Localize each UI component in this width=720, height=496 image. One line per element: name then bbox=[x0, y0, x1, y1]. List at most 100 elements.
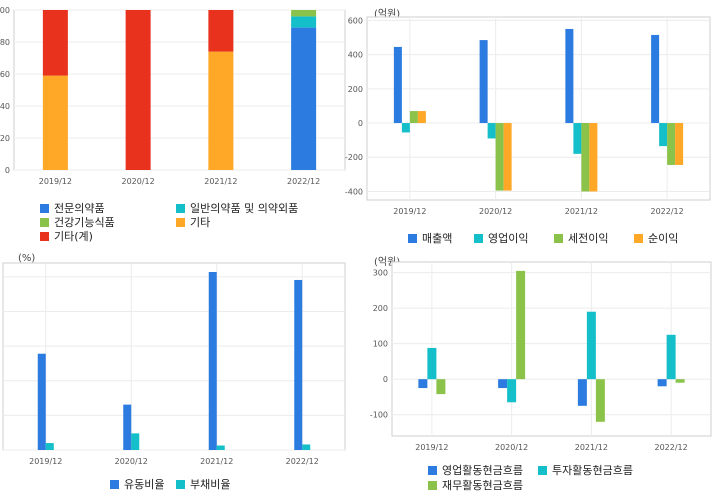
bar bbox=[401, 123, 410, 133]
x-tick-label: 2020/12 bbox=[495, 443, 528, 452]
bar bbox=[42, 75, 68, 170]
chart-cashflow-plot: -100 0 100 200 300 2019/12 2020/12 2021/12 2022/… bbox=[370, 261, 712, 452]
bar bbox=[651, 34, 660, 124]
bar bbox=[294, 279, 303, 450]
x-tick-label: 2019/12 bbox=[29, 457, 62, 466]
x-tick-label: 2022/12 bbox=[655, 443, 688, 452]
bar bbox=[581, 123, 590, 192]
y-tick-label: 60 bbox=[0, 70, 10, 79]
bar bbox=[498, 379, 508, 389]
legend-label: 건강기능식품 bbox=[54, 216, 115, 229]
y-tick-label: 40 bbox=[0, 102, 10, 111]
legend-item-health-food: 건강기능식품 bbox=[40, 214, 115, 230]
legend-swatch bbox=[474, 233, 483, 243]
legend-swatch bbox=[110, 479, 119, 489]
chart-income-legend: 매출액 영업이익 세전이익 순이익 bbox=[408, 230, 720, 246]
x-tick-label: 2022/12 bbox=[286, 457, 319, 466]
bar bbox=[208, 10, 234, 52]
legend-item-current-ratio: 유동비율 bbox=[110, 476, 164, 492]
bar bbox=[659, 123, 668, 147]
legend-swatch bbox=[538, 465, 547, 475]
bar bbox=[37, 353, 46, 450]
chart-cashflow-legend: 영업활동현금흐름 투자활동현금흐름 재무활동현금흐름 bbox=[428, 462, 720, 494]
bar bbox=[436, 379, 446, 395]
bar bbox=[577, 379, 587, 406]
legend-swatch bbox=[40, 203, 49, 213]
x-tick-label: 2019/12 bbox=[415, 443, 448, 452]
y-tick-label: 20 bbox=[0, 134, 10, 143]
bar bbox=[409, 111, 418, 124]
legend-label: 영업이익 bbox=[488, 232, 529, 245]
legend-label: 투자활동현금흐름 bbox=[552, 464, 633, 477]
chart-income: (억원) -400 -200 0 200 400 600 2019/12 2020/12 202… bbox=[345, 0, 720, 248]
legend-swatch bbox=[40, 217, 49, 227]
legend-label: 일반의약품 및 의약외품 bbox=[190, 202, 299, 215]
bar bbox=[291, 10, 317, 17]
bar bbox=[291, 27, 317, 170]
x-tick-label: 2020/12 bbox=[115, 457, 148, 466]
legend-item-investing-cashflow: 투자활동현금흐름 bbox=[538, 462, 633, 478]
bar bbox=[589, 123, 598, 192]
bar bbox=[302, 444, 311, 450]
plot-area bbox=[391, 261, 712, 437]
legend-item-revenue: 매출액 bbox=[408, 230, 452, 246]
bar bbox=[495, 123, 504, 191]
x-tick-label: 2021/12 bbox=[565, 207, 598, 216]
legend-item-prescription-drugs: 전문의약품 bbox=[40, 200, 105, 216]
y-tick-label: 0 bbox=[383, 375, 388, 384]
plot-area bbox=[2, 262, 346, 451]
chart-product-mix-plot: 0 20 40 60 80 100 2019/12 2020/12 2021/12 2022/12 bbox=[0, 6, 346, 186]
legend-swatch bbox=[176, 217, 185, 227]
y-tick-label: 600 bbox=[348, 16, 363, 25]
bar bbox=[675, 379, 685, 383]
legend-item-net-income: 순이익 bbox=[634, 230, 678, 246]
x-tick-label: 2019/12 bbox=[39, 177, 72, 186]
legend-item-operating-income: 영업이익 bbox=[474, 230, 528, 246]
y-tick-label: 400 bbox=[348, 51, 363, 60]
legend-label: 전문의약품 bbox=[54, 202, 105, 215]
y-tick-label: 0 bbox=[5, 166, 10, 175]
bar bbox=[595, 379, 605, 422]
legend-label: 순이익 bbox=[648, 232, 679, 245]
chart-income-unit: (억원) bbox=[374, 9, 401, 20]
x-tick-label: 2021/12 bbox=[575, 443, 608, 452]
bar bbox=[417, 111, 426, 124]
legend-label: 재무활동현금흐름 bbox=[442, 479, 523, 492]
legend-label: 부채비율 bbox=[190, 478, 231, 491]
bar bbox=[427, 347, 437, 380]
bar bbox=[123, 404, 132, 450]
legend-label: 기타 bbox=[190, 216, 211, 229]
legend-swatch bbox=[554, 233, 563, 243]
chart-ratios-plot: 01002003004005002019/122020/122021/12202… bbox=[2, 262, 346, 466]
chart-income-plot: -400 -200 0 200 400 600 2019/12 2020/12 2021/12 2… bbox=[345, 16, 711, 216]
bar bbox=[216, 445, 225, 450]
bar bbox=[418, 379, 428, 389]
bar bbox=[657, 379, 667, 387]
bar bbox=[208, 51, 234, 170]
bar bbox=[208, 272, 217, 450]
x-tick-label: 2022/12 bbox=[651, 207, 684, 216]
legend-label: 세전이익 bbox=[568, 232, 609, 245]
bar bbox=[675, 123, 684, 165]
legend-item-otc-drugs: 일반의약품 및 의약외품 bbox=[176, 200, 298, 216]
bar bbox=[393, 46, 402, 124]
legend-item-financing-cashflow: 재무활동현금흐름 bbox=[428, 477, 523, 493]
bar bbox=[479, 40, 488, 124]
legend-item-operating-cashflow: 영업활동현금흐름 bbox=[428, 462, 523, 478]
bar bbox=[565, 28, 574, 124]
bar bbox=[666, 334, 676, 380]
y-tick-label: -400 bbox=[345, 187, 363, 196]
legend-label: 유동비율 bbox=[124, 478, 165, 491]
bar bbox=[42, 10, 68, 76]
legend-swatch bbox=[176, 479, 185, 489]
y-tick-label: 0 bbox=[358, 119, 363, 128]
y-tick-label: 100 bbox=[0, 6, 10, 15]
chart-cashflow: (억원) -100 0 100 200 300 2019/12 2020/12 2021/12… bbox=[360, 248, 720, 496]
x-tick-label: 2020/12 bbox=[479, 207, 512, 216]
chart-ratios-unit: (%) bbox=[18, 253, 36, 264]
legend-item-other-total: 기타(계) bbox=[40, 228, 93, 244]
bar bbox=[125, 10, 151, 170]
x-tick-label: 2022/12 bbox=[287, 177, 320, 186]
legend-item-debt-ratio: 부채비율 bbox=[176, 476, 230, 492]
chart-ratios-legend: 유동비율 부채비율 bbox=[110, 476, 310, 492]
